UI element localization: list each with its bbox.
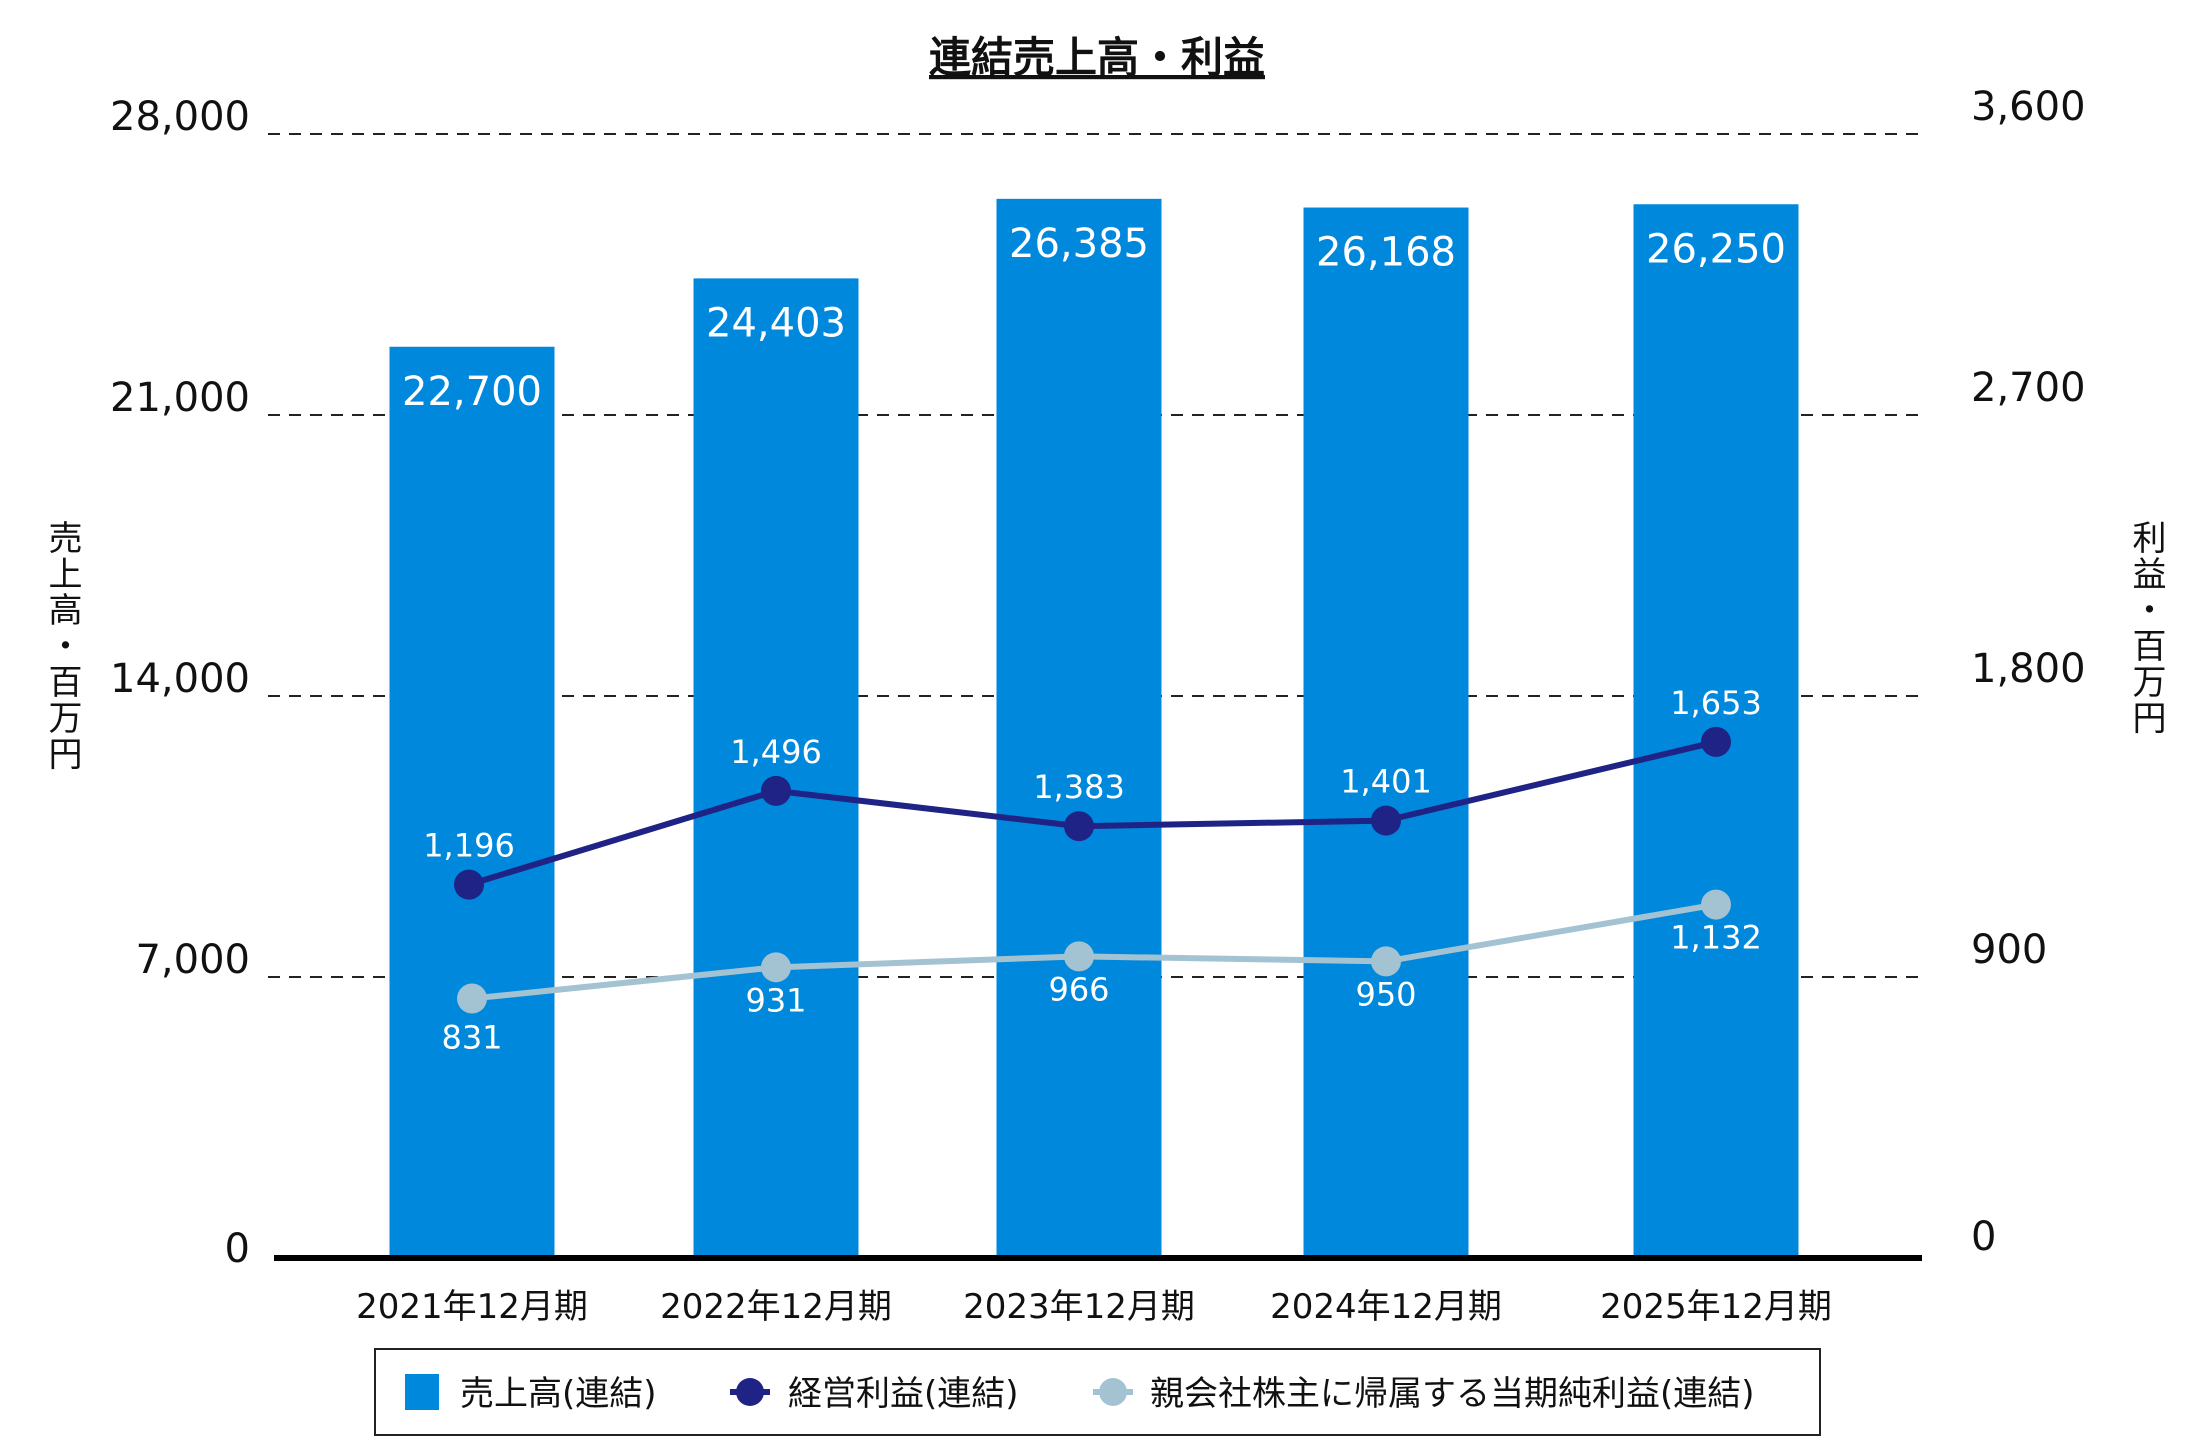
point-label: 931 bbox=[745, 981, 806, 1019]
series-point bbox=[1371, 946, 1401, 977]
point-label: 950 bbox=[1355, 975, 1416, 1013]
legend-net: 親会社株主に帰属する当期純利益(連結) bbox=[1150, 1374, 1755, 1414]
bar bbox=[389, 346, 555, 1258]
x-tick: 2022年12月期 bbox=[660, 1287, 892, 1327]
legend-net-swatch-dot bbox=[1099, 1378, 1127, 1406]
series-point bbox=[761, 952, 791, 983]
y-right-label: 利益・百万円 bbox=[2126, 520, 2166, 736]
y-left-tick: 21,000 bbox=[110, 375, 250, 421]
point-label: 831 bbox=[441, 1019, 502, 1057]
point-label: 1,401 bbox=[1340, 763, 1432, 801]
chart-title: 連結売上高・利益 bbox=[929, 33, 1265, 82]
series-point bbox=[1701, 889, 1731, 920]
bar-label: 24,403 bbox=[706, 300, 846, 346]
x-tick: 2021年12月期 bbox=[356, 1287, 588, 1327]
point-label: 1,132 bbox=[1670, 919, 1762, 957]
y-right-tick: 2,700 bbox=[1971, 365, 2086, 411]
y-left-tick: 28,000 bbox=[110, 94, 250, 140]
series-point bbox=[1701, 726, 1731, 757]
bar bbox=[996, 198, 1162, 1259]
bar-label: 22,700 bbox=[402, 369, 542, 415]
x-tick: 2025年12月期 bbox=[1600, 1287, 1832, 1327]
legend-bar-swatch bbox=[405, 1374, 439, 1410]
y-left-tick: 0 bbox=[225, 1226, 250, 1272]
y-left-tick: 7,000 bbox=[135, 937, 250, 983]
y-right-tick: 0 bbox=[1971, 1214, 1996, 1260]
y-right-tick: 3,600 bbox=[1971, 84, 2086, 130]
bar bbox=[1303, 207, 1469, 1258]
series-point bbox=[1064, 941, 1094, 972]
legend-sales: 売上高(連結) bbox=[460, 1374, 657, 1414]
x-tick: 2023年12月期 bbox=[963, 1287, 1195, 1327]
series-point bbox=[1371, 805, 1401, 836]
x-tick: 2024年12月期 bbox=[1270, 1287, 1502, 1327]
series-point bbox=[454, 869, 484, 900]
point-label: 1,653 bbox=[1670, 684, 1762, 722]
y-right-tick: 900 bbox=[1971, 927, 2047, 973]
point-label: 966 bbox=[1048, 970, 1109, 1008]
bar-label: 26,385 bbox=[1009, 221, 1149, 267]
point-label: 1,383 bbox=[1033, 768, 1125, 806]
y-left-label: 売上高・百万円 bbox=[42, 520, 82, 772]
y-left-tick: 14,000 bbox=[110, 656, 250, 702]
bar-label: 26,250 bbox=[1646, 226, 1786, 272]
point-label: 1,196 bbox=[423, 827, 515, 865]
series-point bbox=[457, 983, 487, 1014]
series-point bbox=[1064, 811, 1094, 842]
y-right-tick: 1,800 bbox=[1971, 646, 2086, 692]
bar bbox=[693, 278, 859, 1258]
series-point bbox=[761, 775, 791, 806]
legend-op-swatch-dot bbox=[736, 1378, 764, 1406]
bar-label: 26,168 bbox=[1316, 230, 1456, 276]
legend: 売上高(連結) 経営利益(連結) 親会社株主に帰属する当期純利益(連結) bbox=[374, 1348, 1821, 1436]
point-label: 1,496 bbox=[730, 733, 822, 771]
legend-operating: 経営利益(連結) bbox=[788, 1374, 1019, 1414]
